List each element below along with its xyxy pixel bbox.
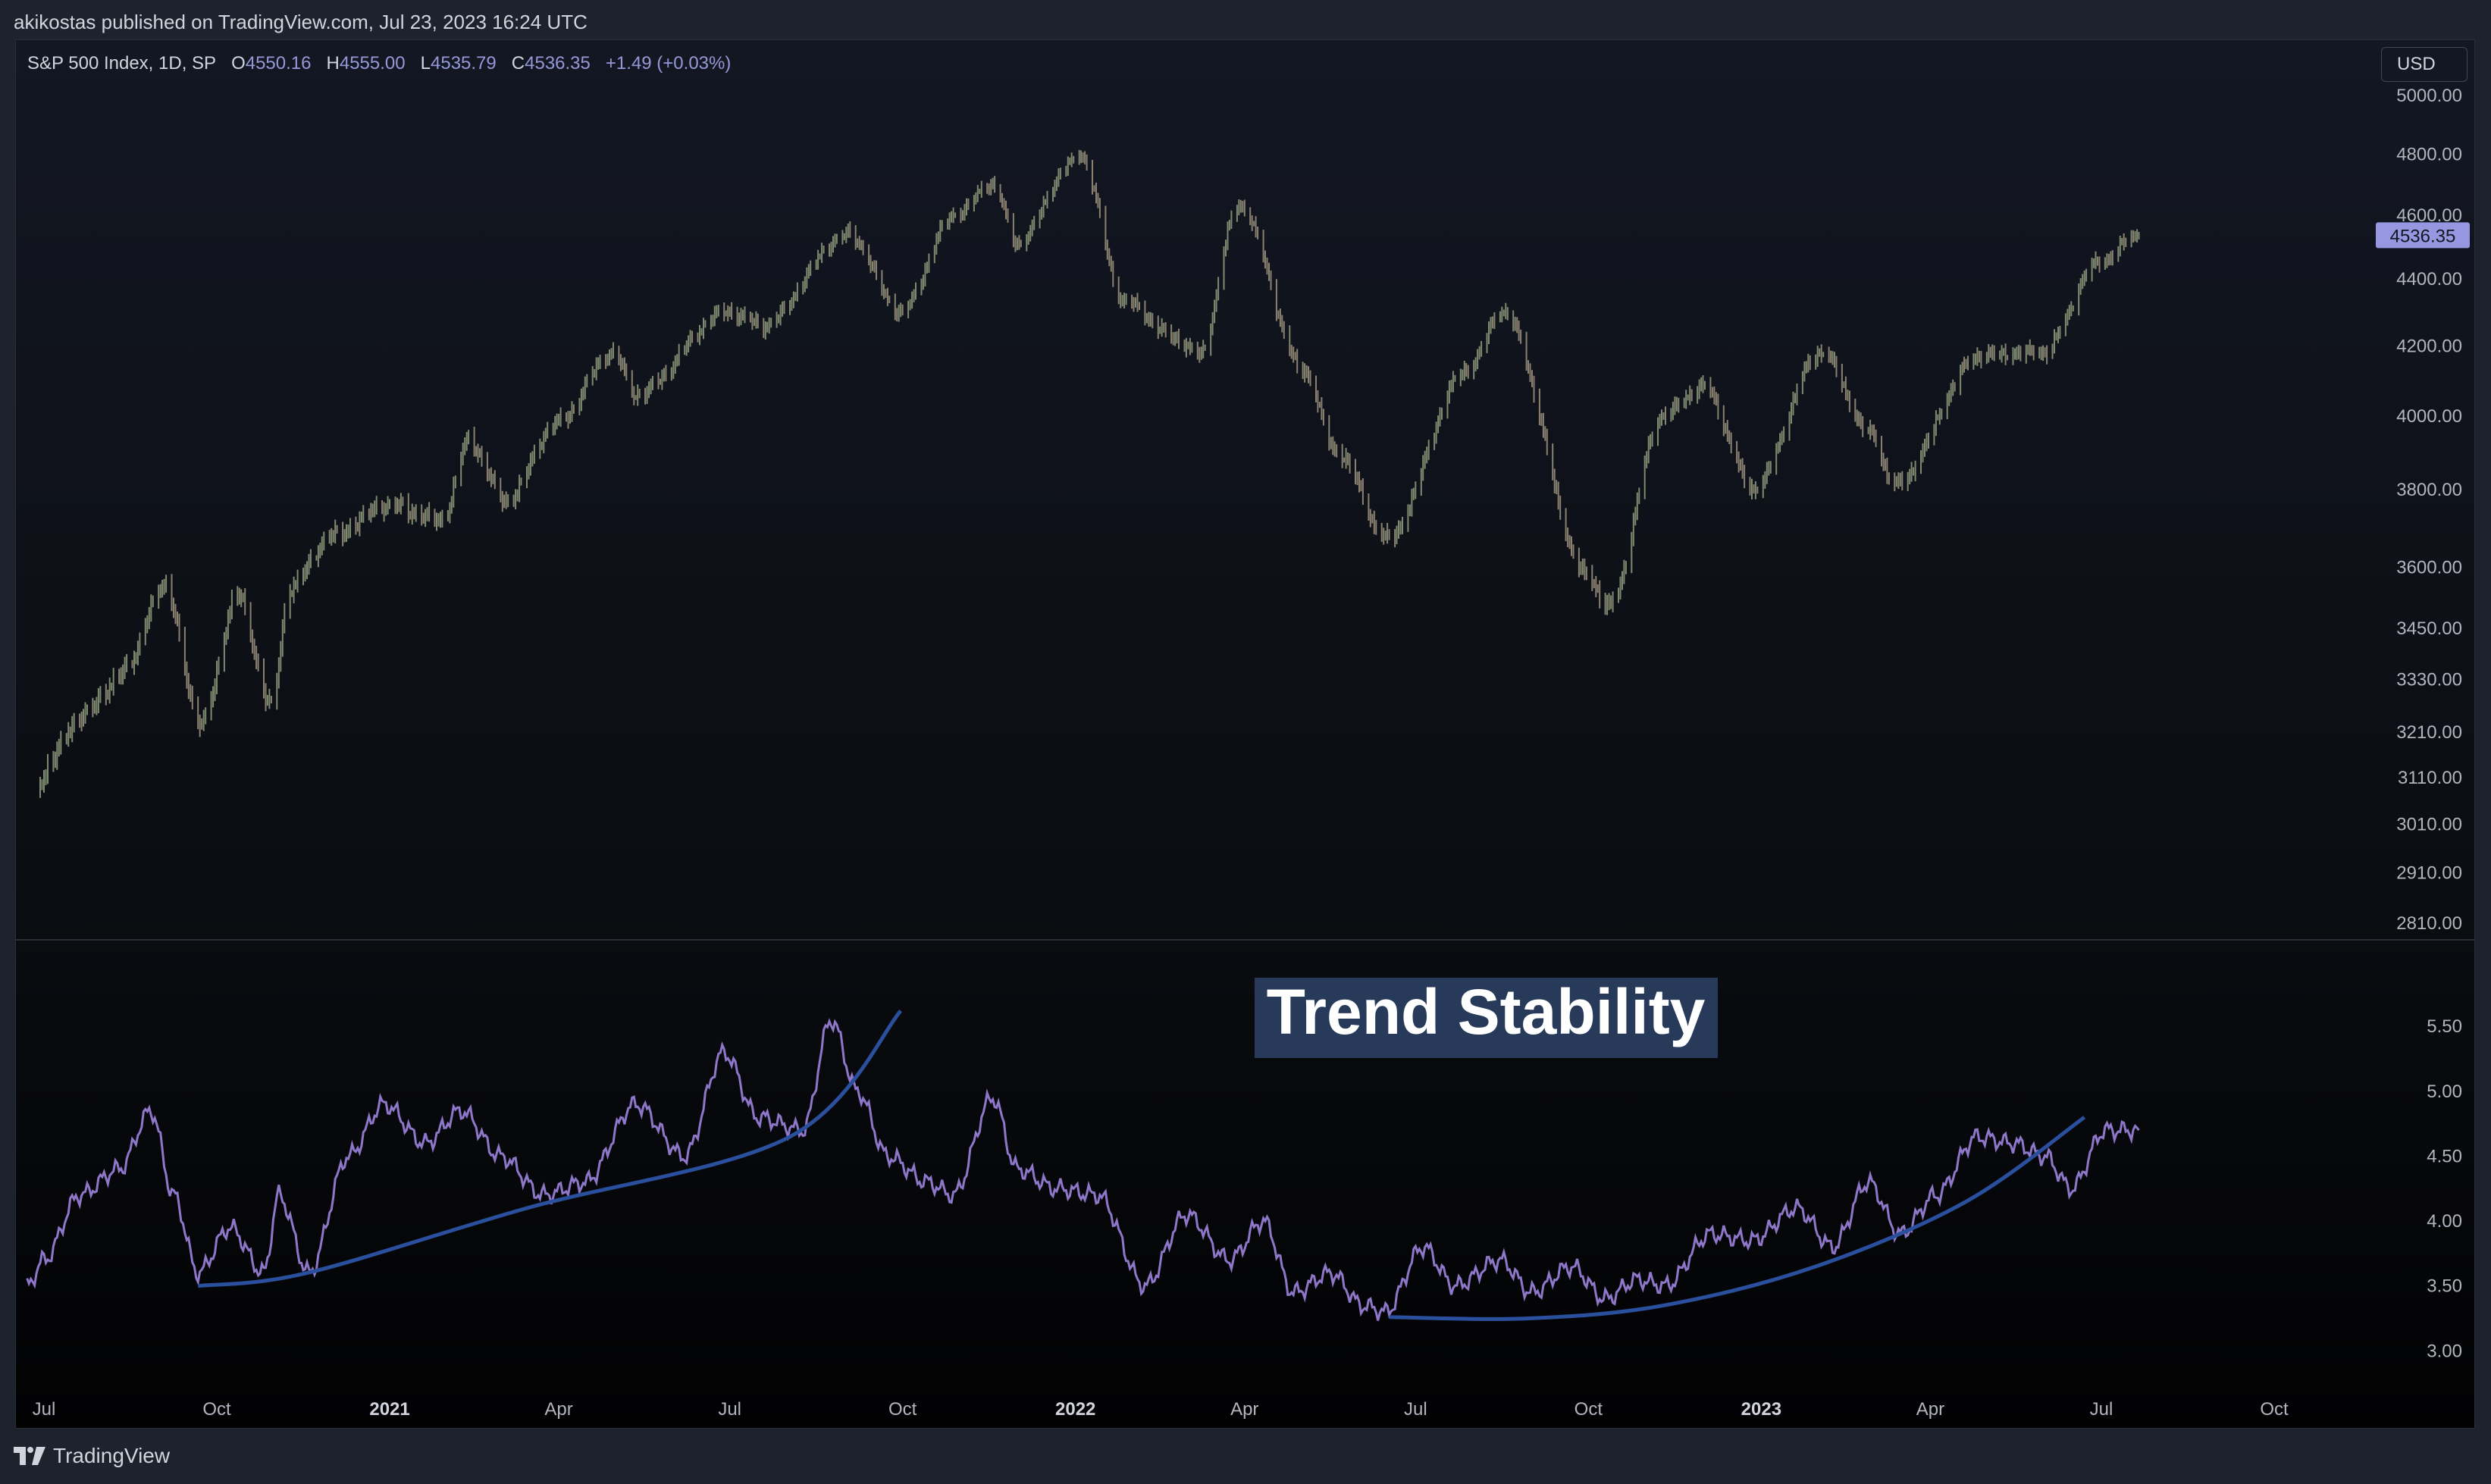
oscillator-line — [26, 1018, 2140, 1321]
time-tick-2: 2021 — [369, 1399, 409, 1420]
oscillator-tick-5: 3.00 — [2427, 1341, 2462, 1361]
close-label: C — [511, 53, 525, 74]
price-tick-3: 4400.00 — [2396, 269, 2462, 290]
currency-button[interactable]: USD — [2381, 47, 2468, 82]
time-tick-13: Oct — [2260, 1399, 2289, 1420]
oscillator-tick-2: 4.50 — [2427, 1146, 2462, 1166]
price-axis: 5000.004800.004600.004400.004200.004000.… — [2396, 86, 2462, 934]
price-tick-14: 2810.00 — [2396, 913, 2462, 934]
time-tick-0: Jul — [33, 1399, 56, 1420]
chart-frame[interactable] — [15, 39, 2475, 1429]
time-tick-12: Jul — [2090, 1399, 2113, 1420]
time-tick-6: 2022 — [1055, 1399, 1095, 1420]
low-value: 4535.79 — [431, 53, 497, 74]
last-price-badge: 4536.35 — [2376, 222, 2470, 249]
trend-stability-annotation: Trend Stability — [1255, 976, 1718, 1058]
time-tick-8: Jul — [1404, 1399, 1427, 1420]
time-tick-1: Oct — [202, 1399, 231, 1420]
publication-header: akikostas published on TradingView.com, … — [14, 11, 588, 33]
oscillator-axis: 5.50 5.00 4.50 4.00 3.50 3.00 — [2427, 1016, 2462, 1361]
oscillator-series — [26, 1018, 2140, 1321]
footer-branding[interactable]: TradingView — [14, 1444, 170, 1468]
footer-brand-label: TradingView — [53, 1444, 171, 1467]
ohlc-legend: S&P 500 Index, 1D, SP O4550.16 H4555.00 … — [27, 53, 731, 74]
oscillator-tick-0: 5.50 — [2427, 1016, 2462, 1037]
symbol-label: S&P 500 Index, 1D, SP — [27, 53, 217, 74]
price-tick-1: 4800.00 — [2396, 144, 2462, 164]
trendline-2[interactable] — [1389, 1116, 2086, 1321]
close-value: 4536.35 — [525, 53, 591, 74]
time-tick-11: Apr — [1916, 1399, 1944, 1420]
price-tick-10: 3210.00 — [2396, 722, 2462, 743]
price-tick-9: 3330.00 — [2396, 669, 2462, 690]
trendlines — [197, 1010, 2086, 1321]
time-tick-3: Apr — [544, 1399, 572, 1420]
low-label: L — [420, 53, 431, 74]
change-value: +1.49 (+0.03%) — [605, 53, 732, 74]
price-tick-7: 3600.00 — [2396, 558, 2462, 578]
oscillator-tick-1: 5.00 — [2427, 1082, 2462, 1102]
price-tick-6: 3800.00 — [2396, 480, 2462, 500]
price-series — [39, 149, 2140, 798]
last-price-label: 4536.35 — [2390, 226, 2456, 246]
high-label: H — [326, 53, 340, 74]
time-tick-4: Jul — [718, 1399, 741, 1420]
time-tick-9: Oct — [1574, 1399, 1603, 1420]
price-tick-12: 3010.00 — [2396, 815, 2462, 835]
open-value: 4550.16 — [245, 53, 312, 74]
time-tick-5: Oct — [888, 1399, 917, 1420]
price-tick-8: 3450.00 — [2396, 618, 2462, 639]
price-tick-13: 2910.00 — [2396, 863, 2462, 884]
price-tick-0: 5000.00 — [2396, 86, 2462, 106]
price-tick-5: 4000.00 — [2396, 406, 2462, 427]
annotation-text: Trend Stability — [1267, 976, 1706, 1047]
oscillator-tick-3: 4.00 — [2427, 1211, 2462, 1232]
high-value: 4555.00 — [339, 53, 406, 74]
time-tick-7: Apr — [1230, 1399, 1258, 1420]
time-tick-10: 2023 — [1741, 1399, 1781, 1420]
price-tick-11: 3110.00 — [2398, 768, 2462, 788]
tradingview-logo-icon — [14, 1447, 45, 1465]
oscillator-tick-4: 3.50 — [2427, 1276, 2462, 1297]
price-tick-4: 4200.00 — [2396, 336, 2462, 356]
time-axis: Jul Oct 2021 Apr Jul Oct 2022 Apr Jul Oct 2023 Apr J… — [33, 1399, 2289, 1420]
open-label: O — [231, 53, 246, 74]
trendline-1[interactable] — [197, 1010, 903, 1288]
